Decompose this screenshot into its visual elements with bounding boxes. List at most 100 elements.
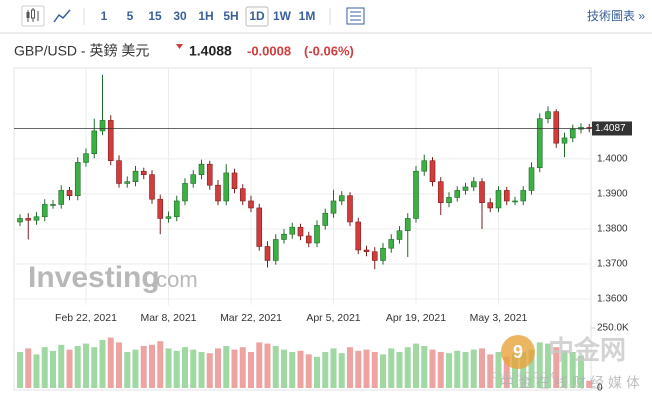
instrument-name: GBP/USD - 英鎊 美元 — [14, 43, 149, 59]
volume-bar — [116, 342, 122, 388]
volume-bar — [17, 352, 23, 388]
volume-bar — [569, 352, 576, 388]
x-tick-label: May 3, 2021 — [470, 312, 528, 324]
volume-bar — [50, 350, 56, 388]
candle-body — [281, 233, 287, 240]
volume-bar — [215, 348, 221, 388]
candle-body — [363, 249, 370, 253]
candle-body — [91, 130, 98, 154]
volume-bar — [396, 352, 403, 388]
candle-body — [454, 190, 461, 198]
volume-bar — [322, 352, 329, 388]
candle-body — [528, 167, 535, 191]
volume-bar — [272, 346, 279, 388]
interval-button[interactable]: 1W — [273, 9, 292, 23]
interval-button[interactable]: 1M — [299, 9, 316, 23]
candle-body — [330, 200, 337, 214]
candle-body — [495, 190, 502, 209]
volume-bar — [206, 353, 213, 388]
price: 1.4088 — [189, 43, 232, 59]
candle-body — [256, 207, 263, 247]
volume-bar — [281, 349, 287, 388]
candle-body — [231, 172, 238, 189]
interval-button[interactable]: 30 — [173, 9, 187, 23]
change: -0.0008 — [247, 43, 291, 58]
volume-bar — [520, 352, 527, 388]
candle-body — [165, 216, 172, 219]
candle-body — [338, 195, 345, 202]
interval-button[interactable]: 15 — [148, 9, 162, 23]
volume-bar — [421, 346, 428, 388]
interval-button[interactable]: 1H — [198, 9, 213, 23]
candle-body — [462, 186, 469, 191]
volume-bar — [479, 348, 485, 388]
volume-bar — [107, 337, 114, 388]
candle-body — [322, 212, 329, 226]
volume-bar — [256, 342, 263, 388]
volume-tick-label: 250.0K — [597, 323, 629, 334]
line-type-button[interactable] — [53, 9, 71, 23]
volume-bar — [338, 353, 345, 388]
volume-bar — [561, 350, 568, 388]
volume-bar — [223, 346, 230, 388]
candle-body — [305, 235, 312, 244]
volume-bar — [132, 349, 139, 388]
candle-body — [17, 218, 23, 223]
volume-bar — [231, 349, 238, 388]
volume-bar — [330, 348, 337, 388]
technical-chart-link[interactable]: 技術圖表 » — [587, 9, 645, 23]
volume-bar — [33, 354, 40, 388]
candle-body — [124, 181, 131, 184]
volume-bar — [578, 355, 584, 388]
volume-bar — [528, 349, 535, 388]
watermark: Investing .com — [28, 261, 198, 294]
candle-body — [50, 204, 56, 206]
volume-bar — [248, 352, 254, 388]
candle-body — [25, 218, 32, 221]
interval-group: 1 5 15 30 1H 5H 1D 1W 1M — [101, 6, 316, 27]
candle-body — [83, 153, 89, 163]
volume-bar — [25, 348, 32, 388]
candle-body — [413, 170, 419, 219]
volume-bar — [190, 349, 197, 388]
volume-bar — [462, 352, 469, 388]
candle-body — [272, 239, 279, 261]
interval-button[interactable]: 5H — [223, 9, 238, 23]
y-tick-label: 1.3900 — [597, 189, 628, 200]
settings-button[interactable] — [346, 7, 365, 25]
volume-bar — [536, 342, 543, 388]
volume-bar — [380, 354, 386, 388]
volume-bar — [305, 354, 312, 388]
interval-button[interactable]: 1 — [101, 9, 108, 23]
volume-bar — [512, 353, 518, 388]
plot — [14, 74, 593, 388]
candle-body — [206, 163, 213, 186]
y-tick-label: 1.3600 — [597, 294, 628, 305]
volume-bar — [264, 343, 271, 388]
watermark-brand: Investing — [28, 261, 160, 294]
interval-button[interactable]: 1D — [249, 9, 265, 23]
candle-body — [264, 246, 271, 261]
watermark-suffix: .com — [150, 267, 198, 292]
volume-bar — [124, 352, 131, 388]
candle-body — [215, 184, 221, 202]
candle-body — [248, 200, 254, 209]
candle-body — [140, 170, 147, 175]
volume-bar — [495, 352, 502, 388]
volume-bar — [297, 350, 304, 388]
candle-body — [182, 183, 188, 202]
change-percent: (-0.06%) — [304, 43, 354, 58]
cn-watermark: 9 中金网 CNGOLD.COM 中金在线财经媒体 — [492, 335, 640, 391]
candle-body — [355, 221, 362, 251]
volume-bar — [545, 343, 551, 388]
candle-body — [289, 226, 296, 235]
volume-bar — [371, 352, 378, 388]
volume-bar — [429, 349, 436, 388]
volume-bar — [66, 349, 73, 388]
volume-bar — [91, 347, 98, 388]
interval-button[interactable]: 5 — [127, 9, 134, 23]
candle-type-button[interactable] — [21, 5, 45, 27]
candle-body — [371, 251, 378, 261]
